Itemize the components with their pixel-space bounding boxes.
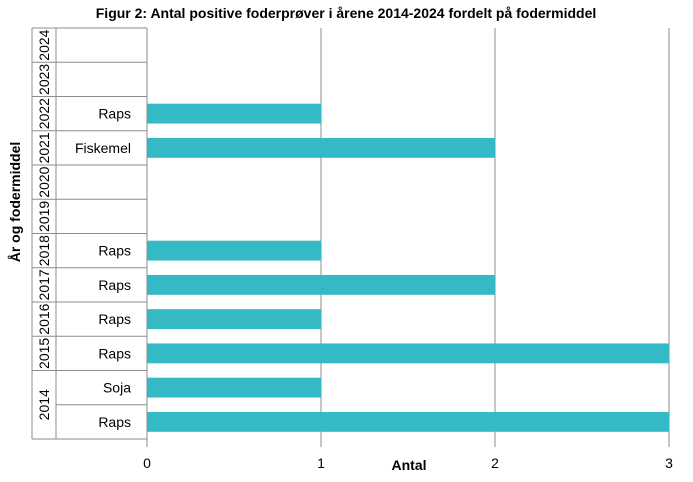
year-label: 2024 (36, 29, 52, 60)
category-label: Soja (103, 380, 131, 396)
category-label: Raps (98, 311, 131, 327)
category-label: Fiskemel (75, 140, 131, 156)
bar (147, 274, 495, 295)
year-label: 2019 (36, 201, 52, 232)
chart-title: Figur 2: Antal positive foderprøver i år… (96, 5, 597, 21)
year-label: 2021 (36, 132, 52, 163)
category-label: Raps (98, 243, 131, 259)
category-label: Raps (98, 106, 131, 122)
bar (147, 240, 321, 261)
year-label: 2022 (36, 98, 52, 129)
category-label: Raps (98, 277, 131, 293)
bar (147, 137, 495, 158)
year-label: 2018 (36, 235, 52, 266)
x-tick-label: 1 (317, 455, 325, 471)
bars (147, 103, 669, 432)
category-label: Raps (98, 345, 131, 361)
category-axis (31, 27, 148, 440)
x-tick-label: 2 (491, 455, 499, 471)
bar (147, 309, 321, 330)
year-label: 2023 (36, 64, 52, 95)
category-label: Raps (98, 414, 131, 430)
y-axis-title: År og fodermiddel (7, 142, 23, 263)
year-label: 2014 (36, 389, 52, 420)
year-label: 2015 (36, 338, 52, 369)
x-tick-label: 3 (665, 455, 673, 471)
bar (147, 411, 669, 432)
labels: 0 1 2 3 2014 2015 2016 2017 2018 2019 2020 2021 2022… (36, 29, 673, 471)
x-axis-title: Antal (392, 457, 427, 473)
bar (147, 343, 669, 364)
year-label: 2020 (36, 166, 52, 197)
bar (147, 377, 321, 398)
year-label: 2016 (36, 303, 52, 334)
year-label: 2017 (36, 269, 52, 300)
x-tick-label: 0 (143, 455, 151, 471)
bar (147, 103, 321, 124)
